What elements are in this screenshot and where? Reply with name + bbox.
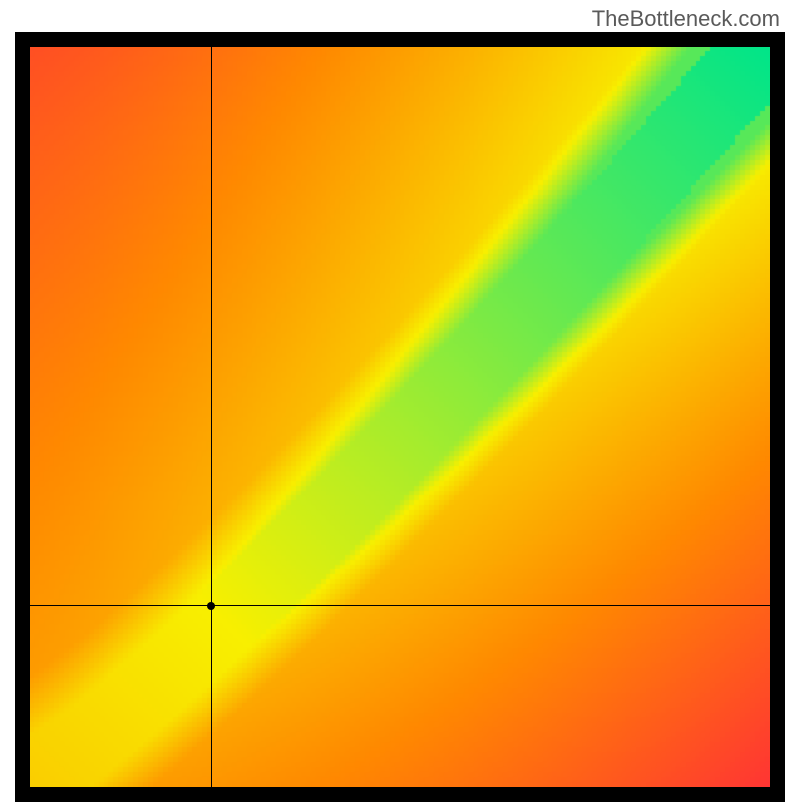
crosshair-vertical: [211, 47, 212, 787]
bottleneck-heatmap: [30, 47, 770, 787]
watermark-text: TheBottleneck.com: [592, 6, 780, 32]
crosshair-point: [207, 602, 215, 610]
crosshair-horizontal: [30, 605, 770, 606]
